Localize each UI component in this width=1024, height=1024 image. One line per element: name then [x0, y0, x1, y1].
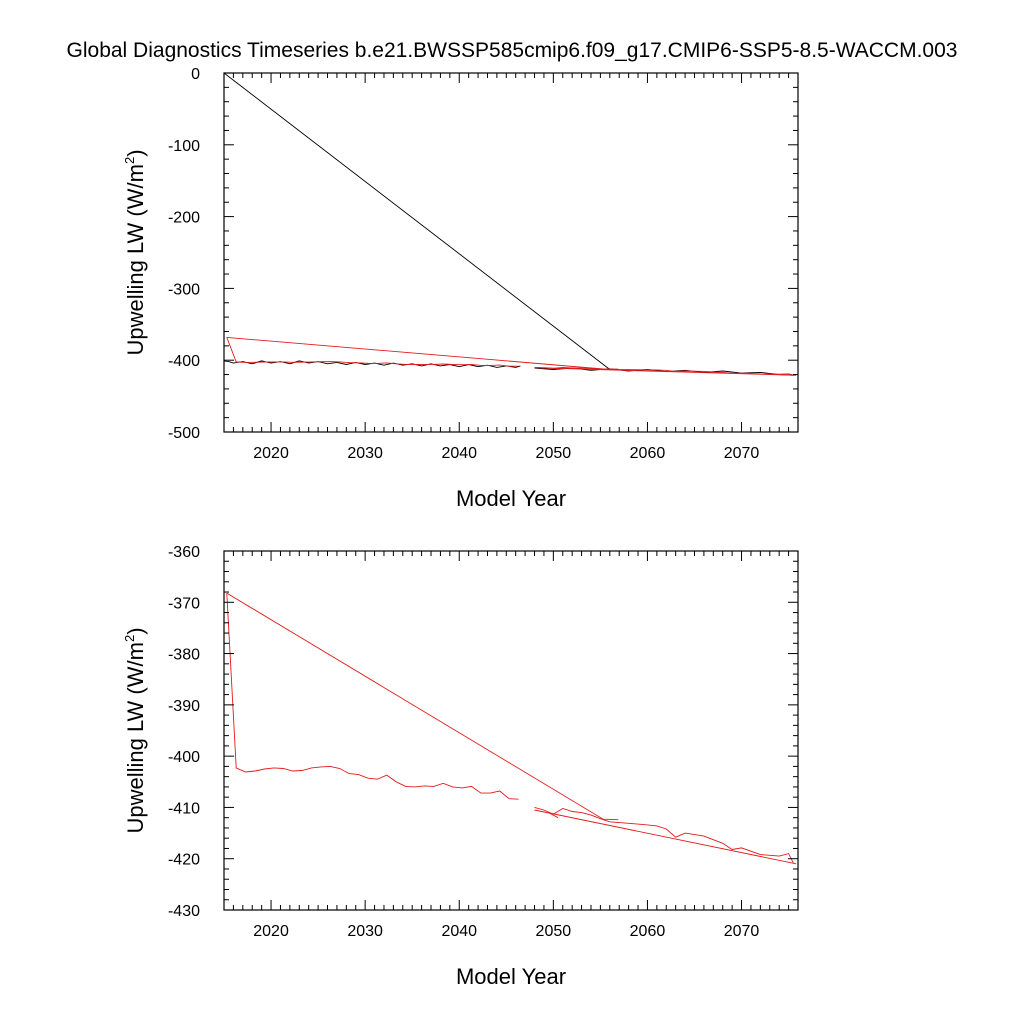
y-axis-title: Upwelling LW (W/m2): [122, 149, 148, 355]
y-tick-label: -410: [168, 800, 200, 817]
x-tick-label: 2020: [253, 445, 289, 462]
x-tick-label: 2030: [347, 445, 383, 462]
series-line-4: [548, 812, 559, 819]
series-line-6: [534, 367, 797, 376]
series-line-3: [534, 809, 797, 865]
plot-frame: [223, 550, 799, 911]
x-tick-label: 2060: [630, 923, 666, 940]
y-tick-label: -300: [168, 281, 200, 298]
x-tick-label: 2060: [630, 445, 666, 462]
bottom-plot: 2020 2030 2040 2050 2060 2070 -360 -370 -380 -390…: [122, 544, 799, 989]
y-tick-label: -430: [168, 903, 200, 920]
y-axis-title-superscript: 2: [122, 157, 137, 164]
y-tick-label: -380: [168, 647, 200, 664]
y-tick-label: -360: [168, 544, 200, 561]
x-tick-label: 2030: [347, 923, 383, 940]
series-line-7: [548, 367, 559, 370]
y-axis-title-superscript: 2: [122, 635, 137, 642]
x-axis-title: Model Year: [456, 486, 566, 511]
series-line-1: [223, 72, 611, 370]
x-tick-label: 2070: [724, 445, 760, 462]
series-line-2: [534, 806, 794, 864]
series-line-3: [226, 337, 519, 367]
y-tick-label: -200: [168, 210, 200, 227]
y-tick-label: 0: [191, 66, 200, 83]
plot-frame: [223, 72, 799, 433]
y-tick-label: -390: [168, 698, 200, 715]
y-axis-title-end: ): [123, 627, 148, 634]
y-tick-label: -400: [168, 353, 200, 370]
x-tick-label: 2070: [724, 923, 760, 940]
series-line-0: [226, 593, 519, 800]
x-tick-label: 2020: [253, 923, 289, 940]
top-plot: 2020 2030 2040 2050 2060 2070 0 -100 -200 -300 -40…: [122, 66, 799, 511]
y-axis-title: Upwelling LW (W/m2): [122, 627, 148, 833]
x-tick-label: 2050: [536, 923, 572, 940]
series-line-5: [534, 366, 794, 376]
y-tick-label: -500: [168, 425, 200, 442]
y-axis-title-end: ): [123, 149, 148, 156]
y-tick-label: -370: [168, 595, 200, 612]
chart-title: Global Diagnostics Timeseries b.e21.BWSS…: [67, 39, 958, 62]
x-tick-label: 2040: [441, 445, 477, 462]
x-axis-title: Model Year: [456, 964, 566, 989]
y-axis-title-text: Upwelling LW (W/m: [123, 642, 148, 834]
y-axis-title-text: Upwelling LW (W/m: [123, 164, 148, 356]
y-tick-label: -420: [168, 852, 200, 869]
x-tick-label: 2050: [536, 445, 572, 462]
y-tick-label: -400: [168, 749, 200, 766]
y-tick-label: -100: [168, 138, 200, 155]
x-tick-label: 2040: [441, 923, 477, 940]
